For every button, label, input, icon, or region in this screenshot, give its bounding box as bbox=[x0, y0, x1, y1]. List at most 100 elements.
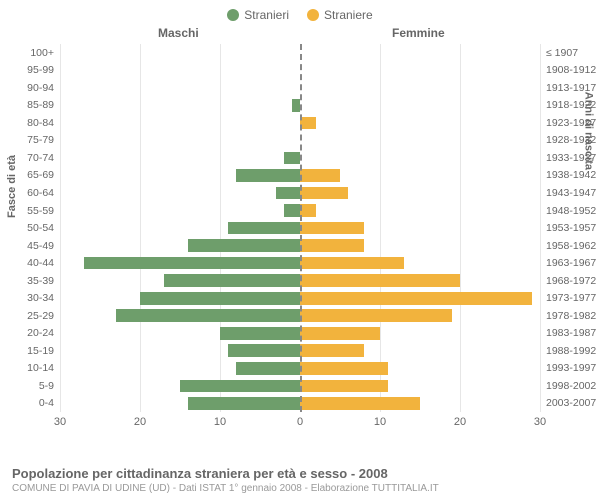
bar-male bbox=[188, 239, 300, 252]
grid-line bbox=[60, 44, 61, 412]
x-tick: 30 bbox=[54, 416, 66, 428]
bar-female bbox=[300, 204, 316, 217]
center-line bbox=[300, 44, 302, 412]
bar-male bbox=[188, 397, 300, 410]
x-tick: 20 bbox=[454, 416, 466, 428]
age-label: 15-19 bbox=[27, 345, 60, 357]
bar-female bbox=[300, 397, 420, 410]
bar-male bbox=[164, 274, 300, 287]
bar-male bbox=[228, 222, 300, 235]
legend-label-female: Straniere bbox=[324, 8, 373, 22]
bar-male bbox=[284, 204, 300, 217]
grid-line bbox=[460, 44, 461, 412]
swatch-male bbox=[227, 9, 239, 21]
bar-female bbox=[300, 380, 388, 393]
birth-label: 1993-1997 bbox=[540, 362, 596, 374]
birth-label: 1918-1922 bbox=[540, 99, 596, 111]
grid-line bbox=[220, 44, 221, 412]
footer-title: Popolazione per cittadinanza straniera p… bbox=[12, 466, 588, 481]
age-label: 45-49 bbox=[27, 240, 60, 252]
age-label: 55-59 bbox=[27, 205, 60, 217]
birth-label: 1988-1992 bbox=[540, 345, 596, 357]
birth-label: ≤ 1907 bbox=[540, 47, 578, 59]
birth-label: 1968-1972 bbox=[540, 275, 596, 287]
age-label: 95-99 bbox=[27, 64, 60, 76]
y-axis-title-left: Fasce di età bbox=[6, 155, 18, 218]
legend-item-female: Straniere bbox=[307, 8, 373, 22]
birth-label: 2003-2007 bbox=[540, 397, 596, 409]
bar-male bbox=[284, 152, 300, 165]
age-label: 50-54 bbox=[27, 222, 60, 234]
bar-male bbox=[84, 257, 300, 270]
age-label: 5-9 bbox=[39, 380, 60, 392]
age-label: 85-89 bbox=[27, 99, 60, 111]
bar-male bbox=[236, 362, 300, 375]
age-label: 25-29 bbox=[27, 310, 60, 322]
bar-female bbox=[300, 169, 340, 182]
bar-male bbox=[276, 187, 300, 200]
bar-male bbox=[180, 380, 300, 393]
grid-line bbox=[540, 44, 541, 412]
age-label: 10-14 bbox=[27, 362, 60, 374]
x-axis: 3020100102030 bbox=[60, 412, 540, 434]
bar-male bbox=[140, 292, 300, 305]
header-male: Maschi bbox=[158, 26, 199, 40]
birth-label: 1923-1927 bbox=[540, 117, 596, 129]
birth-label: 1948-1952 bbox=[540, 205, 596, 217]
bar-female bbox=[300, 117, 316, 130]
bar-female bbox=[300, 222, 364, 235]
birth-label: 1928-1932 bbox=[540, 134, 596, 146]
age-label: 0-4 bbox=[39, 397, 60, 409]
x-tick: 0 bbox=[297, 416, 303, 428]
birth-label: 1958-1962 bbox=[540, 240, 596, 252]
swatch-female bbox=[307, 9, 319, 21]
x-tick: 10 bbox=[374, 416, 386, 428]
birth-label: 1983-1987 bbox=[540, 327, 596, 339]
age-label: 100+ bbox=[30, 47, 60, 59]
bar-male bbox=[116, 309, 300, 322]
bar-female bbox=[300, 344, 364, 357]
bar-male bbox=[236, 169, 300, 182]
birth-label: 1978-1982 bbox=[540, 310, 596, 322]
age-label: 35-39 bbox=[27, 275, 60, 287]
birth-label: 1953-1957 bbox=[540, 222, 596, 234]
chart-area: 100+≤ 190795-991908-191290-941913-191785… bbox=[60, 44, 540, 434]
legend-item-male: Stranieri bbox=[227, 8, 289, 22]
birth-label: 1998-2002 bbox=[540, 380, 596, 392]
age-label: 20-24 bbox=[27, 327, 60, 339]
bar-female bbox=[300, 362, 388, 375]
birth-label: 1913-1917 bbox=[540, 82, 596, 94]
bar-female bbox=[300, 309, 452, 322]
age-label: 65-69 bbox=[27, 169, 60, 181]
bar-male bbox=[220, 327, 300, 340]
legend-label-male: Stranieri bbox=[244, 8, 289, 22]
x-tick: 30 bbox=[534, 416, 546, 428]
birth-label: 1973-1977 bbox=[540, 292, 596, 304]
age-label: 80-84 bbox=[27, 117, 60, 129]
age-label: 90-94 bbox=[27, 82, 60, 94]
footer: Popolazione per cittadinanza straniera p… bbox=[12, 466, 588, 494]
legend: Stranieri Straniere bbox=[0, 0, 600, 22]
bar-female bbox=[300, 292, 532, 305]
birth-label: 1933-1937 bbox=[540, 152, 596, 164]
age-label: 30-34 bbox=[27, 292, 60, 304]
grid-line bbox=[380, 44, 381, 412]
bar-male bbox=[228, 344, 300, 357]
x-tick: 20 bbox=[134, 416, 146, 428]
bar-male bbox=[292, 99, 300, 112]
birth-label: 1938-1942 bbox=[540, 169, 596, 181]
birth-label: 1908-1912 bbox=[540, 64, 596, 76]
footer-subtitle: COMUNE DI PAVIA DI UDINE (UD) - Dati IST… bbox=[12, 483, 588, 494]
age-label: 75-79 bbox=[27, 134, 60, 146]
birth-label: 1943-1947 bbox=[540, 187, 596, 199]
x-tick: 10 bbox=[214, 416, 226, 428]
bar-female bbox=[300, 257, 404, 270]
bar-female bbox=[300, 187, 348, 200]
age-label: 40-44 bbox=[27, 257, 60, 269]
grid-line bbox=[140, 44, 141, 412]
age-label: 70-74 bbox=[27, 152, 60, 164]
age-label: 60-64 bbox=[27, 187, 60, 199]
birth-label: 1963-1967 bbox=[540, 257, 596, 269]
bar-female bbox=[300, 327, 380, 340]
column-headers: Maschi Femmine bbox=[0, 26, 600, 44]
